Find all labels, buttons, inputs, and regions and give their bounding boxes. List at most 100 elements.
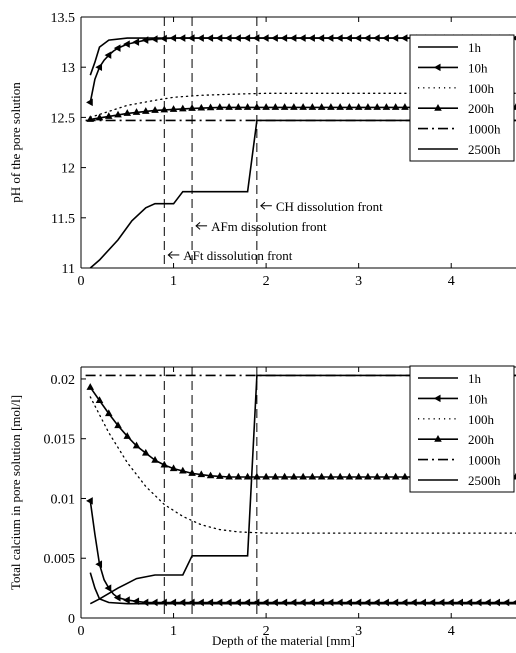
data-point-10h (150, 35, 158, 43)
data-point-200h (95, 396, 104, 403)
x-tick-label: 2 (263, 274, 270, 289)
data-point-200h (197, 470, 206, 478)
data-point-10h (132, 597, 140, 606)
data-point-200h (308, 103, 317, 110)
data-point-10h (86, 497, 93, 505)
data-point-10h (391, 598, 399, 607)
data-point-10h (141, 36, 149, 44)
data-point-10h (243, 598, 251, 607)
data-point-200h (253, 103, 261, 110)
data-point-10h (113, 44, 121, 52)
data-point-200h (206, 471, 215, 479)
y-tick-label: 12 (61, 162, 75, 177)
data-point-10h (372, 34, 380, 42)
data-point-10h (400, 598, 408, 607)
data-point-200h (391, 472, 400, 480)
data-point-10h (104, 51, 112, 59)
data-point-200h (299, 103, 307, 110)
data-point-200h (132, 441, 141, 449)
data-point-200h (114, 421, 122, 429)
y-tick-label: 0.005 (44, 552, 76, 567)
annotation-label: CH dissolution front (276, 199, 383, 214)
data-point-10h (215, 598, 223, 607)
data-point-10h (280, 34, 288, 42)
legend-label-200h: 200h (468, 101, 495, 116)
series-line-100h (89, 92, 516, 119)
annotation-label: AFt dissolution front (183, 248, 292, 263)
data-point-200h (225, 103, 233, 110)
data-point-10h (289, 34, 297, 42)
data-point-10h (95, 560, 103, 568)
data-point-10h (160, 34, 167, 43)
data-point-10h (419, 598, 426, 607)
annotation-arrowhead (167, 251, 173, 259)
data-point-10h (252, 598, 260, 607)
data-point-10h (132, 38, 140, 46)
data-point-200h (364, 103, 372, 110)
legend-label-2500h: 2500h (468, 142, 501, 157)
data-point-200h (197, 103, 206, 111)
legend-marker (433, 63, 441, 72)
x-tick-label: 2 (263, 624, 270, 639)
data-point-10h (511, 600, 516, 605)
y-tick-label: 11.5 (51, 212, 75, 227)
data-point-10h (178, 598, 186, 607)
x-tick-label: 3 (355, 274, 362, 289)
legend-label-200h: 200h (468, 432, 495, 447)
data-point-10h (465, 598, 473, 607)
x-tick-label: 1 (170, 274, 177, 289)
data-point-200h (373, 472, 381, 480)
legend-label-100h: 100h (468, 412, 495, 427)
data-point-10h (493, 598, 501, 607)
legend-label-100h: 100h (468, 81, 495, 96)
data-point-10h (308, 598, 315, 607)
data-point-10h (363, 598, 371, 607)
series-line-10h (89, 500, 516, 604)
data-point-10h (187, 598, 195, 607)
data-point-200h (179, 104, 187, 112)
data-point-200h (317, 103, 326, 110)
y-tick-label: 13.5 (51, 11, 76, 26)
legend-marker (434, 435, 442, 442)
data-point-10h (280, 598, 288, 607)
data-point-200h (280, 103, 289, 110)
data-point-200h (169, 464, 178, 472)
data-point-200h (114, 110, 122, 118)
legend-marker (433, 394, 441, 403)
data-point-10h (326, 34, 334, 42)
data-point-200h (262, 103, 270, 110)
data-point-10h (437, 598, 445, 607)
data-point-10h (243, 34, 251, 42)
data-point-10h (354, 598, 362, 607)
data-point-10h (197, 34, 204, 42)
data-point-200h (132, 108, 141, 115)
data-point-10h (261, 34, 269, 42)
data-point-10h (104, 584, 112, 592)
annotation-arrowhead (195, 221, 201, 230)
data-point-200h (327, 472, 335, 480)
annotation-label: AFm dissolution front (211, 219, 327, 234)
data-point-200h (364, 472, 372, 480)
legend-marker (434, 104, 442, 111)
data-point-200h (290, 472, 298, 480)
data-point-200h (382, 472, 391, 480)
data-point-10h (271, 598, 278, 607)
data-point-10h (261, 598, 269, 607)
data-point-10h (409, 598, 417, 607)
data-point-200h (253, 472, 261, 480)
data-point-10h (178, 34, 186, 42)
data-point-10h (206, 598, 214, 607)
data-point-10h (169, 34, 177, 42)
data-point-10h (252, 34, 260, 42)
data-point-200h (290, 103, 298, 110)
y-tick-label: 11 (62, 262, 75, 277)
legend-box (409, 365, 515, 493)
data-point-10h (197, 598, 204, 607)
data-point-200h (262, 472, 270, 480)
data-point-10h (363, 34, 371, 42)
data-point-10h (206, 34, 214, 42)
data-point-10h (335, 34, 343, 42)
data-point-10h (456, 598, 463, 607)
data-point-10h (317, 598, 325, 607)
